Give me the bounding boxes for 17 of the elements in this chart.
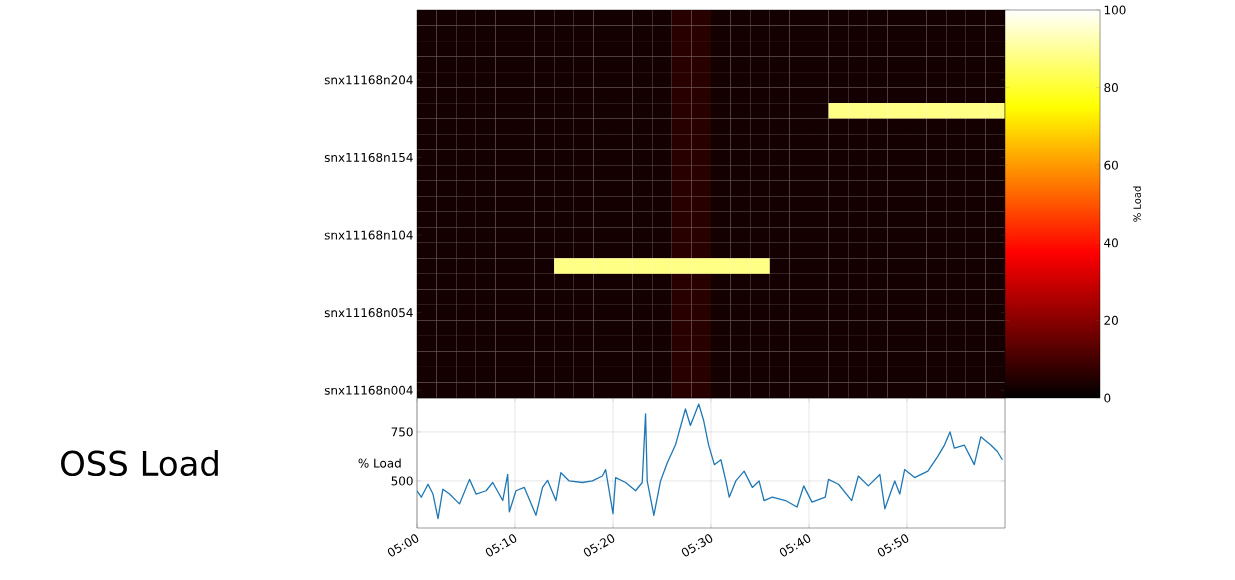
color-bar-label: 0 [1104, 393, 1111, 403]
y-axis-title: % Load [358, 458, 401, 468]
y-tick-label: snx11168n054 [324, 308, 413, 318]
y-tick-label: snx11168n154 [324, 152, 413, 162]
y-tick-label: snx11168n104 [324, 230, 413, 240]
y-tick-label: snx11168n004 [324, 385, 413, 395]
color-bar-label: 40 [1104, 238, 1118, 248]
color-bar-label: 20 [1104, 315, 1118, 325]
y-tick-label: snx11168n204 [324, 75, 413, 85]
line-series [417, 403, 1004, 520]
color-bar-title: % Load [1133, 186, 1141, 222]
color-bar-label: 80 [1104, 83, 1118, 93]
y-tick-label: 500 [391, 476, 413, 486]
color-bar-label: 100 [1104, 5, 1126, 15]
y-tick-label: 750 [391, 427, 413, 437]
text: OSS Load [61, 449, 218, 477]
color-bar-label: 60 [1104, 160, 1118, 170]
